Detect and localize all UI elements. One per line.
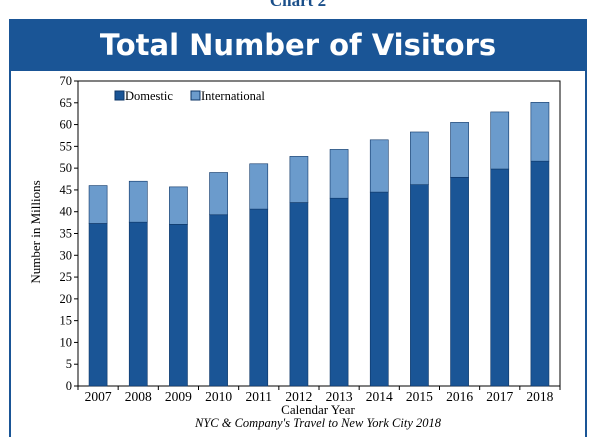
bar-series bbox=[88, 102, 550, 387]
bar-international-2007 bbox=[88, 185, 108, 224]
y-tick-label: 60 bbox=[60, 118, 73, 132]
x-axis-label: Calendar Year bbox=[281, 402, 355, 417]
y-tick-label: 0 bbox=[66, 379, 72, 393]
bar-domestic-2008 bbox=[128, 221, 148, 387]
x-tick-label: 2012 bbox=[285, 389, 312, 404]
y-tick-label: 50 bbox=[60, 161, 73, 175]
bar-domestic-2010 bbox=[209, 214, 228, 387]
bar-domestic-2016 bbox=[450, 176, 469, 387]
chart-title: Total Number of Visitors bbox=[99, 28, 497, 62]
y-tick-label: 35 bbox=[60, 227, 73, 241]
bar-domestic-2013 bbox=[329, 197, 349, 387]
bar-international-2015 bbox=[410, 131, 429, 186]
legend-swatch-international bbox=[190, 90, 201, 101]
bar-international-2013 bbox=[329, 149, 349, 199]
plot-border bbox=[77, 80, 561, 387]
y-tick-label: 70 bbox=[60, 74, 73, 88]
y-tick-label: 20 bbox=[60, 292, 73, 306]
x-tick-label: 2015 bbox=[406, 389, 433, 404]
x-tick-label: 2007 bbox=[85, 389, 112, 404]
source-note: NYC & Company's Travel to New York City … bbox=[194, 416, 442, 430]
y-tick-label: 10 bbox=[60, 335, 73, 349]
bar-international-2014 bbox=[369, 139, 389, 193]
bar-international-2012 bbox=[289, 156, 309, 203]
legend-label-domestic: Domestic bbox=[125, 89, 173, 103]
bar-domestic-2012 bbox=[289, 202, 309, 387]
y-axis-label: Number in Millions bbox=[28, 180, 43, 283]
y-tick-label: 55 bbox=[60, 139, 73, 153]
y-tick-label: 65 bbox=[60, 96, 73, 110]
x-tick-label: 2011 bbox=[246, 389, 273, 404]
x-tick-label: 2008 bbox=[125, 389, 152, 404]
x-tick-label: 2017 bbox=[486, 389, 513, 404]
bar-domestic-2014 bbox=[369, 191, 389, 387]
legend: Domestic International bbox=[114, 89, 265, 103]
bar-international-2016 bbox=[450, 122, 469, 178]
bar-domestic-2015 bbox=[410, 184, 429, 387]
y-tick-label: 15 bbox=[60, 314, 73, 328]
bar-domestic-2007 bbox=[88, 223, 108, 387]
bar-international-2011 bbox=[249, 163, 269, 210]
x-tick-label: 2018 bbox=[526, 389, 553, 404]
bar-domestic-2017 bbox=[490, 168, 510, 387]
y-axis: 0 5 10 15 20 25 30 35 40 45 50 55 60 65 70 bbox=[60, 74, 78, 393]
y-tick-label: 45 bbox=[60, 183, 73, 197]
bar-domestic-2018 bbox=[530, 160, 550, 387]
bar-international-2018 bbox=[530, 102, 550, 162]
x-axis: 2007 2008 2009 2010 2011 2012 2013 2014 2015 2016… bbox=[77, 386, 561, 404]
frame-left-border bbox=[9, 71, 11, 437]
y-tick-label: 25 bbox=[60, 270, 73, 284]
legend-swatch-domestic bbox=[114, 90, 125, 101]
bar-international-2008 bbox=[128, 180, 148, 223]
y-tick-label: 5 bbox=[66, 357, 72, 371]
bar-international-2010 bbox=[209, 172, 228, 216]
title-banner: Total Number of Visitors bbox=[9, 19, 587, 71]
x-tick-label: 2009 bbox=[165, 389, 192, 404]
y-tick-label: 40 bbox=[60, 205, 73, 219]
bar-domestic-2009 bbox=[169, 224, 188, 387]
x-tick-label: 2010 bbox=[205, 389, 232, 404]
bar-international-2017 bbox=[490, 111, 510, 170]
x-tick-label: 2014 bbox=[366, 389, 393, 404]
x-tick-label: 2013 bbox=[326, 389, 353, 404]
x-tick-label: 2016 bbox=[446, 389, 473, 404]
y-tick-label: 30 bbox=[60, 248, 73, 262]
chart-number-label: Chart 2 bbox=[269, 0, 327, 10]
legend-label-international: International bbox=[201, 89, 265, 103]
bar-international-2009 bbox=[169, 186, 188, 225]
bar-domestic-2011 bbox=[249, 208, 269, 387]
frame-right-border bbox=[585, 71, 587, 437]
plot-area bbox=[77, 80, 561, 387]
